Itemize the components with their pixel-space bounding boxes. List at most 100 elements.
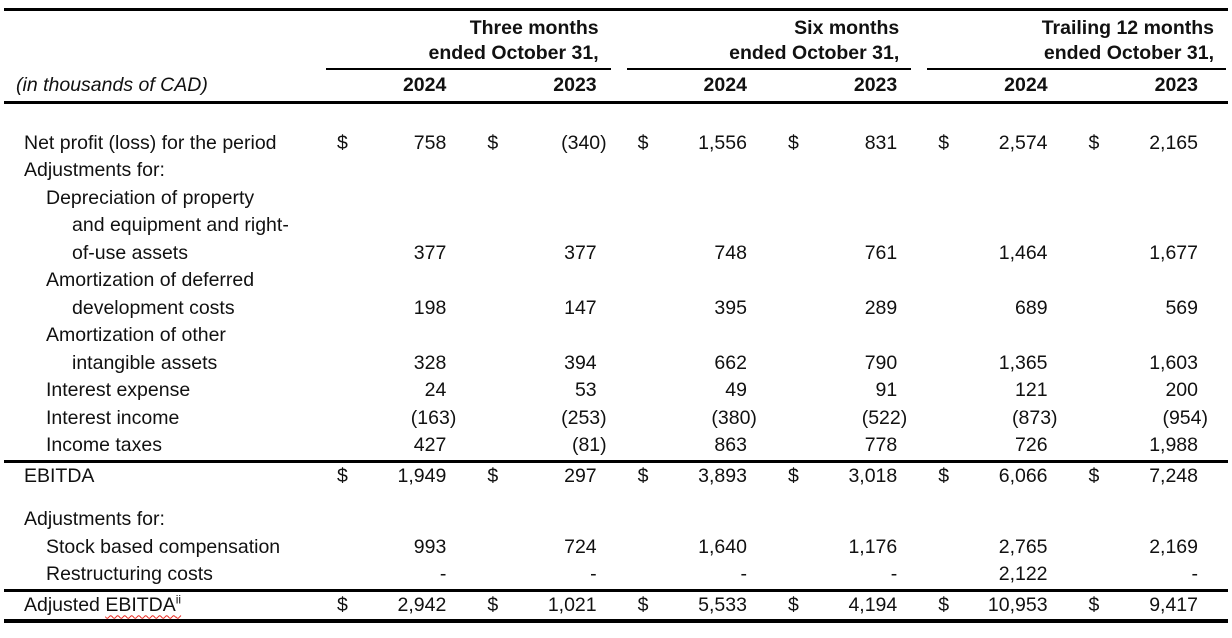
value-cell: 569 [1115,295,1228,323]
value-text: 1,464 [998,241,1048,264]
table-header: Three months ended October 31, Six month… [4,10,1228,104]
currency-cell [777,240,814,268]
currency-cell [476,212,513,240]
spacer-cell [4,490,1228,506]
year-header-t12m-2024: 2024 [964,69,1078,104]
row-interest-expense: Interest expense 24 53 49 91 121 200 [4,377,1228,405]
value-text: 2,122 [998,563,1048,585]
row-label: Depreciation of property [46,186,255,209]
currency-cell: $ [787,131,799,154]
value-cell: 863 [664,432,777,461]
value-text: 1,603 [1149,351,1198,374]
period-header-underline: Trailing 12 months ended October 31, [927,16,1226,70]
value-cell: 147 [513,295,626,323]
row-amortization-deferred-line-2: development costs 198 147 395 289 689 569 [4,295,1228,323]
value-cell: - [513,561,626,590]
currency-cell [777,377,814,405]
value-cell: 1,365 [964,350,1077,378]
value-cell: 7,248 [1114,459,1228,490]
currency-cell [1078,322,1115,350]
value-cell: (380) [664,405,777,433]
value-cell: 1,176 [814,534,927,562]
value-cell: 4,194 [813,588,928,621]
currency-cell [777,295,814,323]
period-header-trailing-12-months: Trailing 12 months ended October 31, [927,10,1228,70]
currency-cell: $ [637,131,649,154]
row-label: Income taxes [46,434,162,456]
value-text: 328 [413,351,447,374]
value-cell: 198 [363,295,476,323]
row-label: Adjustments for: [24,508,165,530]
row-adjustments-for-2: Adjustments for: [4,506,1228,534]
row-label: of-use assets [72,241,188,264]
currency-cell [777,432,814,461]
currency-cell [627,212,664,240]
value-cell [814,212,927,240]
currency-cell [927,295,964,323]
currency-cell: $ [626,588,664,621]
currency-cell [326,432,363,461]
value-text: 395 [714,296,747,319]
value-text: (873) [1012,406,1058,429]
currency-cell [627,377,664,405]
currency-cell [627,185,664,213]
period-line1: Six months [794,16,900,39]
period-header-six-months: Six months ended October 31, [626,10,928,70]
value-text: 2,574 [998,131,1048,154]
currency-cell [1078,506,1115,534]
value-text: 863 [714,434,747,456]
value-cell: 395 [664,295,777,323]
currency-cell [927,350,964,378]
value-cell: 5,533 [663,588,777,621]
year-header-t12m-2023: 2023 [1114,69,1228,104]
value-cell [513,185,626,213]
value-text: 2,165 [1149,131,1198,154]
currency-cell [326,350,363,378]
currency-header-cell [776,69,814,104]
period-line1: Three months [469,16,599,39]
value-text: 1,988 [1149,434,1198,456]
currency-cell [627,322,664,350]
value-text: 569 [1165,296,1198,319]
row-label: development costs [72,296,235,319]
currency-cell [777,506,814,534]
value-cell: 24 [363,377,476,405]
currency-cell [476,157,513,185]
period-header-underline: Six months ended October 31, [626,16,912,70]
currency-cell [1078,405,1115,433]
currency-cell [1078,295,1115,323]
currency-cell [927,377,964,405]
value-cell [964,185,1077,213]
value-cell [964,506,1077,534]
currency-cell [1078,185,1115,213]
value-text: 993 [413,535,447,558]
currency-cell [627,157,664,185]
value-text: 1,640 [698,535,747,558]
currency-cell [476,322,513,350]
currency-cell: $ [927,459,965,490]
value-text: 200 [1165,379,1198,401]
value-cell: 377 [513,240,626,268]
value-cell [513,267,626,295]
currency-cell: $ [326,588,364,621]
row-label: Adjustments for: [24,159,165,181]
currency-cell: $ [1088,131,1100,154]
value-cell: 2,765 [964,534,1077,562]
currency-cell: $ [326,459,364,490]
currency-cell [777,267,814,295]
currency-cell [777,185,814,213]
currency-cell: $ [1077,459,1115,490]
currency-cell [326,185,363,213]
value-text: 1,365 [998,351,1048,374]
currency-cell [476,561,513,590]
value-cell [1115,267,1228,295]
value-text: 724 [564,535,597,558]
currency-cell [476,377,513,405]
value-cell [363,506,476,534]
value-cell: 9,417 [1114,588,1228,621]
row-label: Stock based compensation [46,535,281,558]
value-text: - [590,563,597,585]
row-label: Amortization of deferred [46,269,255,291]
currency-cell [927,185,964,213]
table-body: Net profit (loss) for the period $758 $ (34… [4,103,1228,621]
